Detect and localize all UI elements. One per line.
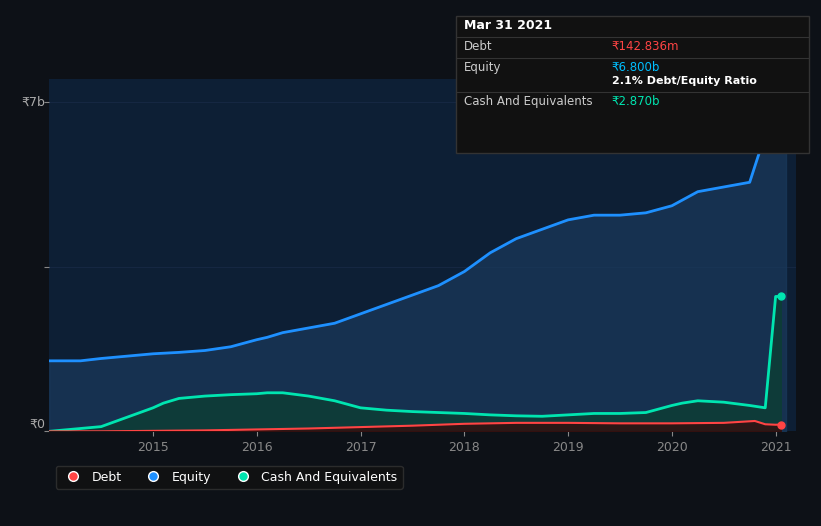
Text: Mar 31 2021: Mar 31 2021 [464, 19, 552, 32]
Text: Debt: Debt [464, 40, 493, 53]
Legend: Debt, Equity, Cash And Equivalents: Debt, Equity, Cash And Equivalents [56, 466, 402, 489]
Text: ₹0: ₹0 [30, 418, 45, 431]
Text: Cash And Equivalents: Cash And Equivalents [464, 95, 593, 108]
Text: Equity: Equity [464, 61, 502, 74]
Text: ₹142.836m: ₹142.836m [612, 40, 679, 53]
Text: ₹6.800b: ₹6.800b [612, 61, 660, 74]
Text: ₹2.870b: ₹2.870b [612, 95, 660, 108]
Text: ₹7b: ₹7b [21, 96, 45, 109]
Text: 2.1% Debt/Equity Ratio: 2.1% Debt/Equity Ratio [612, 76, 756, 86]
